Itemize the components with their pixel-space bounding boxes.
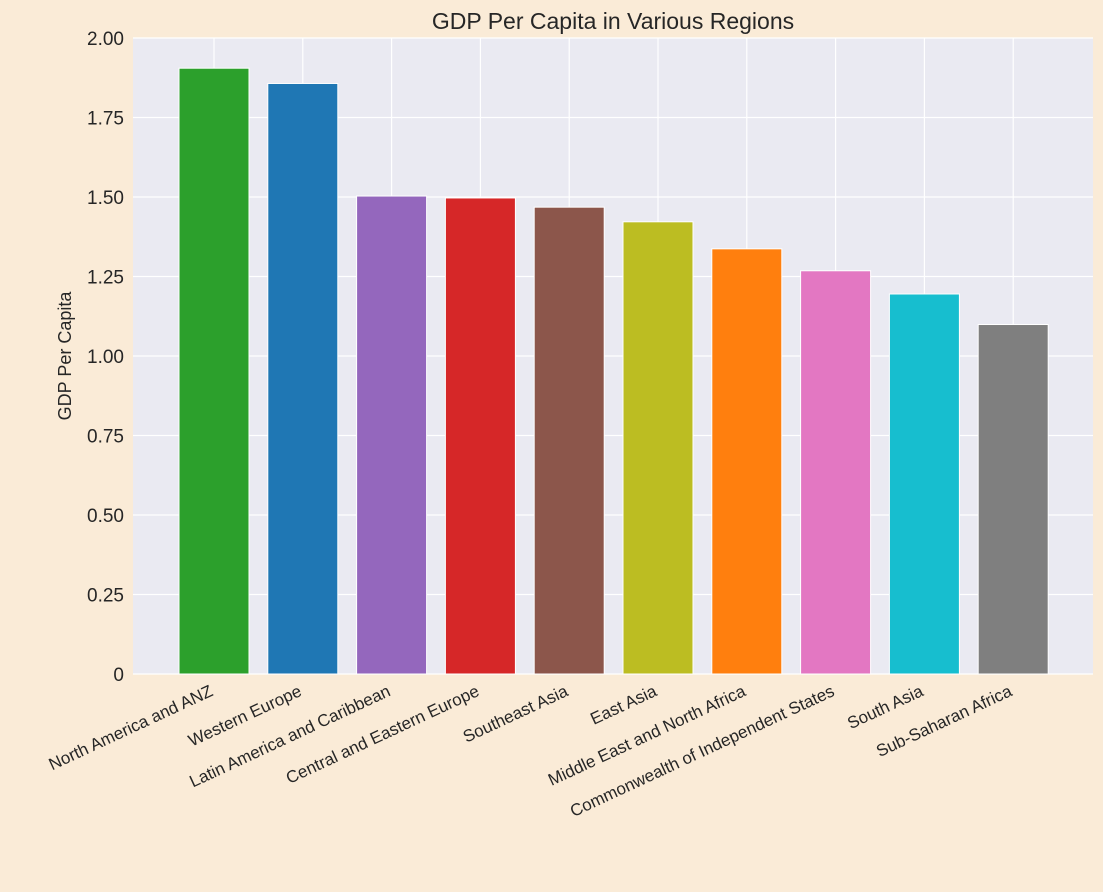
chart-title: GDP Per Capita in Various Regions — [432, 8, 794, 34]
x-tick-label: East Asia — [587, 681, 660, 728]
y-tick-label: 2.00 — [87, 29, 124, 50]
y-tick-label: 1.00 — [87, 347, 124, 368]
x-tick-label: North America and ANZ — [46, 681, 216, 774]
bar — [267, 82, 339, 675]
bars — [178, 67, 1049, 675]
y-tick-label: 0.75 — [87, 427, 124, 448]
bar — [444, 197, 516, 675]
bar — [711, 248, 783, 675]
y-tick-label: 0.50 — [87, 506, 124, 527]
bar — [178, 67, 250, 675]
y-tick-label: 1.50 — [87, 188, 124, 209]
y-tick-label: 0 — [113, 665, 124, 686]
y-axis-ticks: 0 0.25 0.50 0.75 1.00 1.25 1.50 1.75 2.00 — [87, 29, 124, 686]
y-tick-label: 1.75 — [87, 109, 124, 130]
bar — [533, 206, 605, 675]
bar — [800, 270, 872, 675]
bar — [356, 195, 428, 675]
y-tick-label: 1.25 — [87, 268, 124, 289]
y-tick-label: 0.25 — [87, 586, 124, 607]
bar — [622, 221, 694, 675]
y-axis-label: GDP Per Capita — [55, 291, 75, 421]
bar — [888, 293, 960, 675]
bar — [977, 324, 1049, 675]
